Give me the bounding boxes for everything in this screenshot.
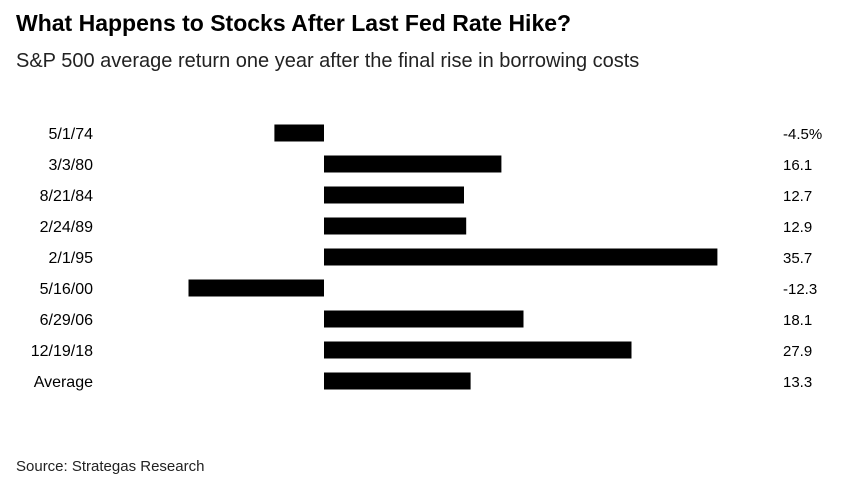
bar-chart: 5/1/74 -4.5% 3/3/80 16.1 8/21/84 12.7 2/24/89 1… (31, 124, 822, 391)
source-note: Source: Strategas Research (16, 458, 205, 475)
bar (324, 310, 524, 328)
bar (324, 248, 718, 266)
category-label: 3/3/80 (49, 157, 94, 174)
value-label: 27.9 (783, 343, 812, 360)
bar (324, 341, 632, 359)
category-label: 2/1/95 (49, 250, 94, 267)
value-label: -12.3 (783, 281, 817, 298)
value-label: 35.7 (783, 250, 812, 267)
bar (188, 279, 324, 297)
category-label: 5/16/00 (40, 281, 93, 298)
category-label: 8/21/84 (40, 188, 93, 205)
category-label: 2/24/89 (40, 219, 93, 236)
chart-subtitle: S&P 500 average return one year after th… (16, 50, 640, 72)
value-label: 18.1 (783, 312, 812, 329)
category-label: 5/1/74 (49, 126, 94, 143)
value-label: 12.9 (783, 219, 812, 236)
chart-title: What Happens to Stocks After Last Fed Ra… (16, 10, 572, 36)
value-label: 13.3 (783, 374, 812, 391)
category-label: 6/29/06 (40, 312, 93, 329)
bar (324, 186, 464, 204)
category-label: 12/19/18 (31, 343, 93, 360)
value-label: 16.1 (783, 157, 812, 174)
value-label: -4.5% (783, 126, 822, 143)
value-label: 12.7 (783, 188, 812, 205)
bar (324, 155, 502, 173)
bar (274, 124, 324, 142)
bar (324, 217, 467, 235)
bar (324, 372, 471, 390)
category-label: Average (34, 374, 93, 391)
